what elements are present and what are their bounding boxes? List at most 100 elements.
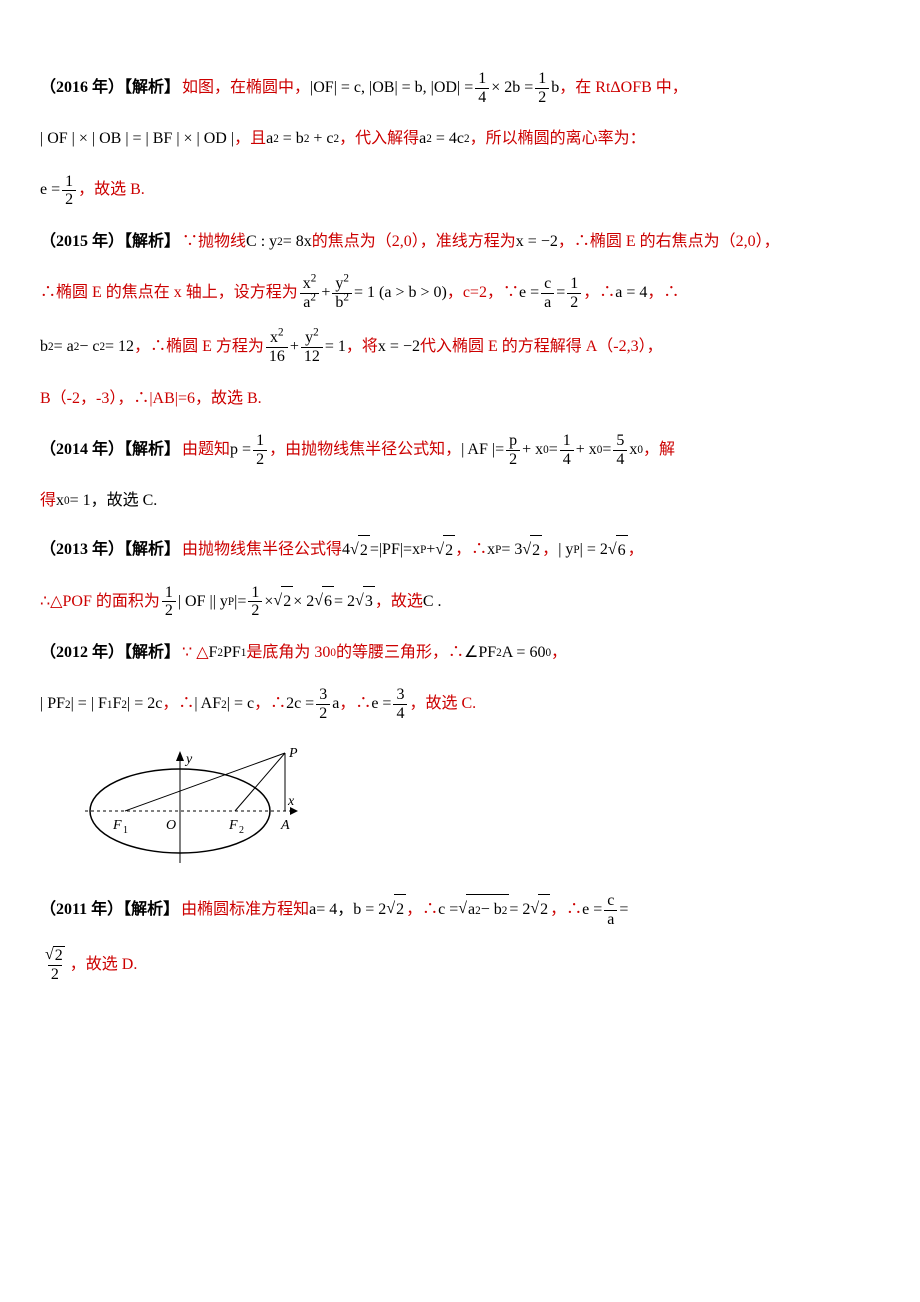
text: B（-2，-3），∴|AB|=6，故选 B. (40, 384, 262, 414)
solution-2014-line1: （2014 年）【解析】 由题知 p = 12 ，由抛物线焦半径公式知， | A… (40, 432, 880, 468)
text: ∵ △ (182, 638, 208, 668)
year-label-2011: （2011 年）【解析】 (40, 895, 179, 925)
text: ，在 RtΔOFB 中， (559, 73, 688, 103)
text: ，∴ (455, 535, 487, 565)
year-label-2013: （2013 年）【解析】 (40, 535, 180, 565)
equation: C : y2 = 8x (246, 227, 312, 257)
text: C . (423, 587, 442, 617)
text: ，由抛物线焦半径公式知， (269, 435, 461, 465)
equation: | AF2 | = c (194, 689, 254, 719)
solution-2011-line1: （2011 年）【解析】 由椭圆标准方程知 a = 4， b = 2 √2 ，∴… (40, 892, 880, 928)
fraction: 1 2 (535, 70, 549, 106)
solution-2014-line2: 得 x0 = 1，故选 C. (40, 486, 880, 516)
text: ，∴ (550, 895, 582, 925)
document-page: （2016 年）【解析】 如图，在椭圆中， |OF| = c, |OB| = b… (0, 0, 920, 1302)
equation: x0 = 1，故选 C. (56, 486, 157, 516)
solution-2015-line3: b2 = a2 − c2 = 12 ，∴椭圆 E 方程为 x216 + y212… (40, 329, 880, 365)
equation: ∠PF2A = 600 (464, 638, 551, 668)
equation: e = ca = (582, 892, 628, 928)
ellipse-diagram-svg: yxPAOF1F2 (80, 741, 310, 871)
text: ，代入解得 (339, 124, 419, 154)
svg-text:1: 1 (123, 825, 128, 836)
text: ，∴ (583, 278, 615, 308)
solution-2013-line1: （2013 年）【解析】 由抛物线焦半径公式得 4 √2 =|PF|= xP +… (40, 535, 880, 566)
equation: a = 4 (615, 278, 647, 308)
equation: | yP | = 2 √6 (558, 535, 627, 566)
text: 由题知 (182, 435, 230, 465)
text: 由椭圆标准方程知 (181, 895, 309, 925)
solution-2015-line1: （2015 年）【解析】 ∵抛物线 C : y2 = 8x 的焦点为（2,0），… (40, 227, 880, 257)
equation: a2 = 4c2 (419, 124, 469, 154)
equation: 2c = 32 a (286, 686, 339, 722)
equation: p = 12 (230, 432, 269, 468)
fraction: 1 2 (62, 173, 76, 209)
text: 如图，在椭圆中， (182, 73, 310, 103)
equation: F2PF1 (209, 638, 247, 668)
text: 代入椭圆 E 的方程解得 A（-2,3）， (420, 332, 663, 362)
equation: a = 4， (309, 895, 353, 925)
text: ，故选 C. (409, 689, 476, 719)
equation: 12 | OF || yP | = 12 × √2 × 2 √6 = 2 √3 (160, 584, 375, 620)
equation: 4 √2 =|PF|= xP + √2 (342, 535, 455, 566)
solution-2013-line2: ∴△POF 的面积为 12 | OF || yP | = 12 × √2 × 2… (40, 584, 880, 620)
fraction: x2 a2 (300, 275, 320, 311)
text: ∴△POF 的面积为 (40, 587, 160, 617)
text: ∴椭圆 E 的焦点在 x 轴上，设方程为 (40, 278, 298, 308)
text: ，∴ (647, 278, 679, 308)
svg-text:F: F (228, 818, 238, 833)
text: ，且 (234, 124, 266, 154)
text: ，故选 (375, 587, 423, 617)
solution-2015-line4: B（-2，-3），∴|AB|=6，故选 B. (40, 384, 880, 414)
text: ，∴椭圆 E 方程为 (134, 332, 264, 362)
text: ，将 (346, 332, 378, 362)
year-label-2012: （2012 年）【解析】 (40, 638, 180, 668)
equation: c = √ a2 − b2 = 2 √2 (438, 894, 550, 925)
equation: b2 = a2 − c2 = 12 (40, 332, 134, 362)
equation: x216 + y212 = 1 (264, 329, 346, 365)
text: ，故选 B. (78, 175, 145, 205)
svg-text:O: O (166, 818, 176, 833)
solution-2012-line1: （2012 年）【解析】 ∵ △ F2PF1 是底角为 300 的等腰三角形，∴… (40, 638, 880, 668)
text: 得 (40, 486, 56, 516)
text: ，∴椭圆 E 的右焦点为（2,0）， (558, 227, 780, 257)
equation: | PF2 | = | F1 F2 | = 2c (40, 689, 162, 719)
equation: | OF | × | OB | = | BF | × | OD | (40, 124, 234, 154)
solution-2011-line2: √2 2 ，故选 D. (40, 946, 880, 983)
text: ， (542, 535, 558, 565)
solution-2016-line2: | OF | × | OB | = | BF | × | OD | ，且 a2 … (40, 124, 880, 154)
text: ∵抛物线 (182, 227, 246, 257)
equation: b = 2 √2 (353, 894, 406, 925)
text: ，c=2，∵ (447, 278, 519, 308)
year-label-2014: （2014 年）【解析】 (40, 435, 180, 465)
text: 由抛物线焦半径公式得 (182, 535, 342, 565)
text: ，∴ (339, 689, 371, 719)
equation: a2 = b2 + c2 (266, 124, 339, 154)
equation: |OF| = c, |OB| = b, |OD| = 1 4 × 2b = 1 … (310, 70, 559, 106)
svg-text:P: P (288, 746, 298, 761)
text: ， (628, 535, 644, 565)
text: ，∴ (162, 689, 194, 719)
text: 是底角为 300 的等腰三角形，∴ (246, 638, 464, 668)
svg-text:2: 2 (239, 825, 244, 836)
svg-text:x: x (287, 794, 295, 809)
fraction: y2 b2 (332, 275, 352, 311)
text: ， (551, 638, 567, 668)
text: ，所以椭圆的离心率为： (470, 124, 646, 154)
svg-text:F: F (112, 818, 122, 833)
equation: √2 2 (40, 946, 70, 983)
ellipse-diagram: yxPAOF1F2 (80, 741, 880, 882)
text: ，∴ (406, 895, 438, 925)
text: ，∴ (254, 689, 286, 719)
svg-text:A: A (280, 818, 290, 833)
solution-2016-line1: （2016 年）【解析】 如图，在椭圆中， |OF| = c, |OB| = b… (40, 70, 880, 106)
svg-text:y: y (184, 752, 193, 767)
equation: e = ca = 12 (519, 275, 583, 311)
solution-2012-line2: | PF2 | = | F1 F2 | = 2c ，∴ | AF2 | = c … (40, 686, 880, 722)
equation: x = −2 (516, 227, 558, 257)
fraction: 1 4 (475, 70, 489, 106)
equation: x = −2 (378, 332, 420, 362)
solution-2015-line2: ∴椭圆 E 的焦点在 x 轴上，设方程为 x2 a2 + y2 b2 = 1 (… (40, 275, 880, 311)
solution-2016-line3: e = 1 2 ，故选 B. (40, 173, 880, 209)
text: ，故选 D. (70, 950, 138, 980)
text: 的焦点为（2,0），准线方程为 (312, 227, 516, 257)
